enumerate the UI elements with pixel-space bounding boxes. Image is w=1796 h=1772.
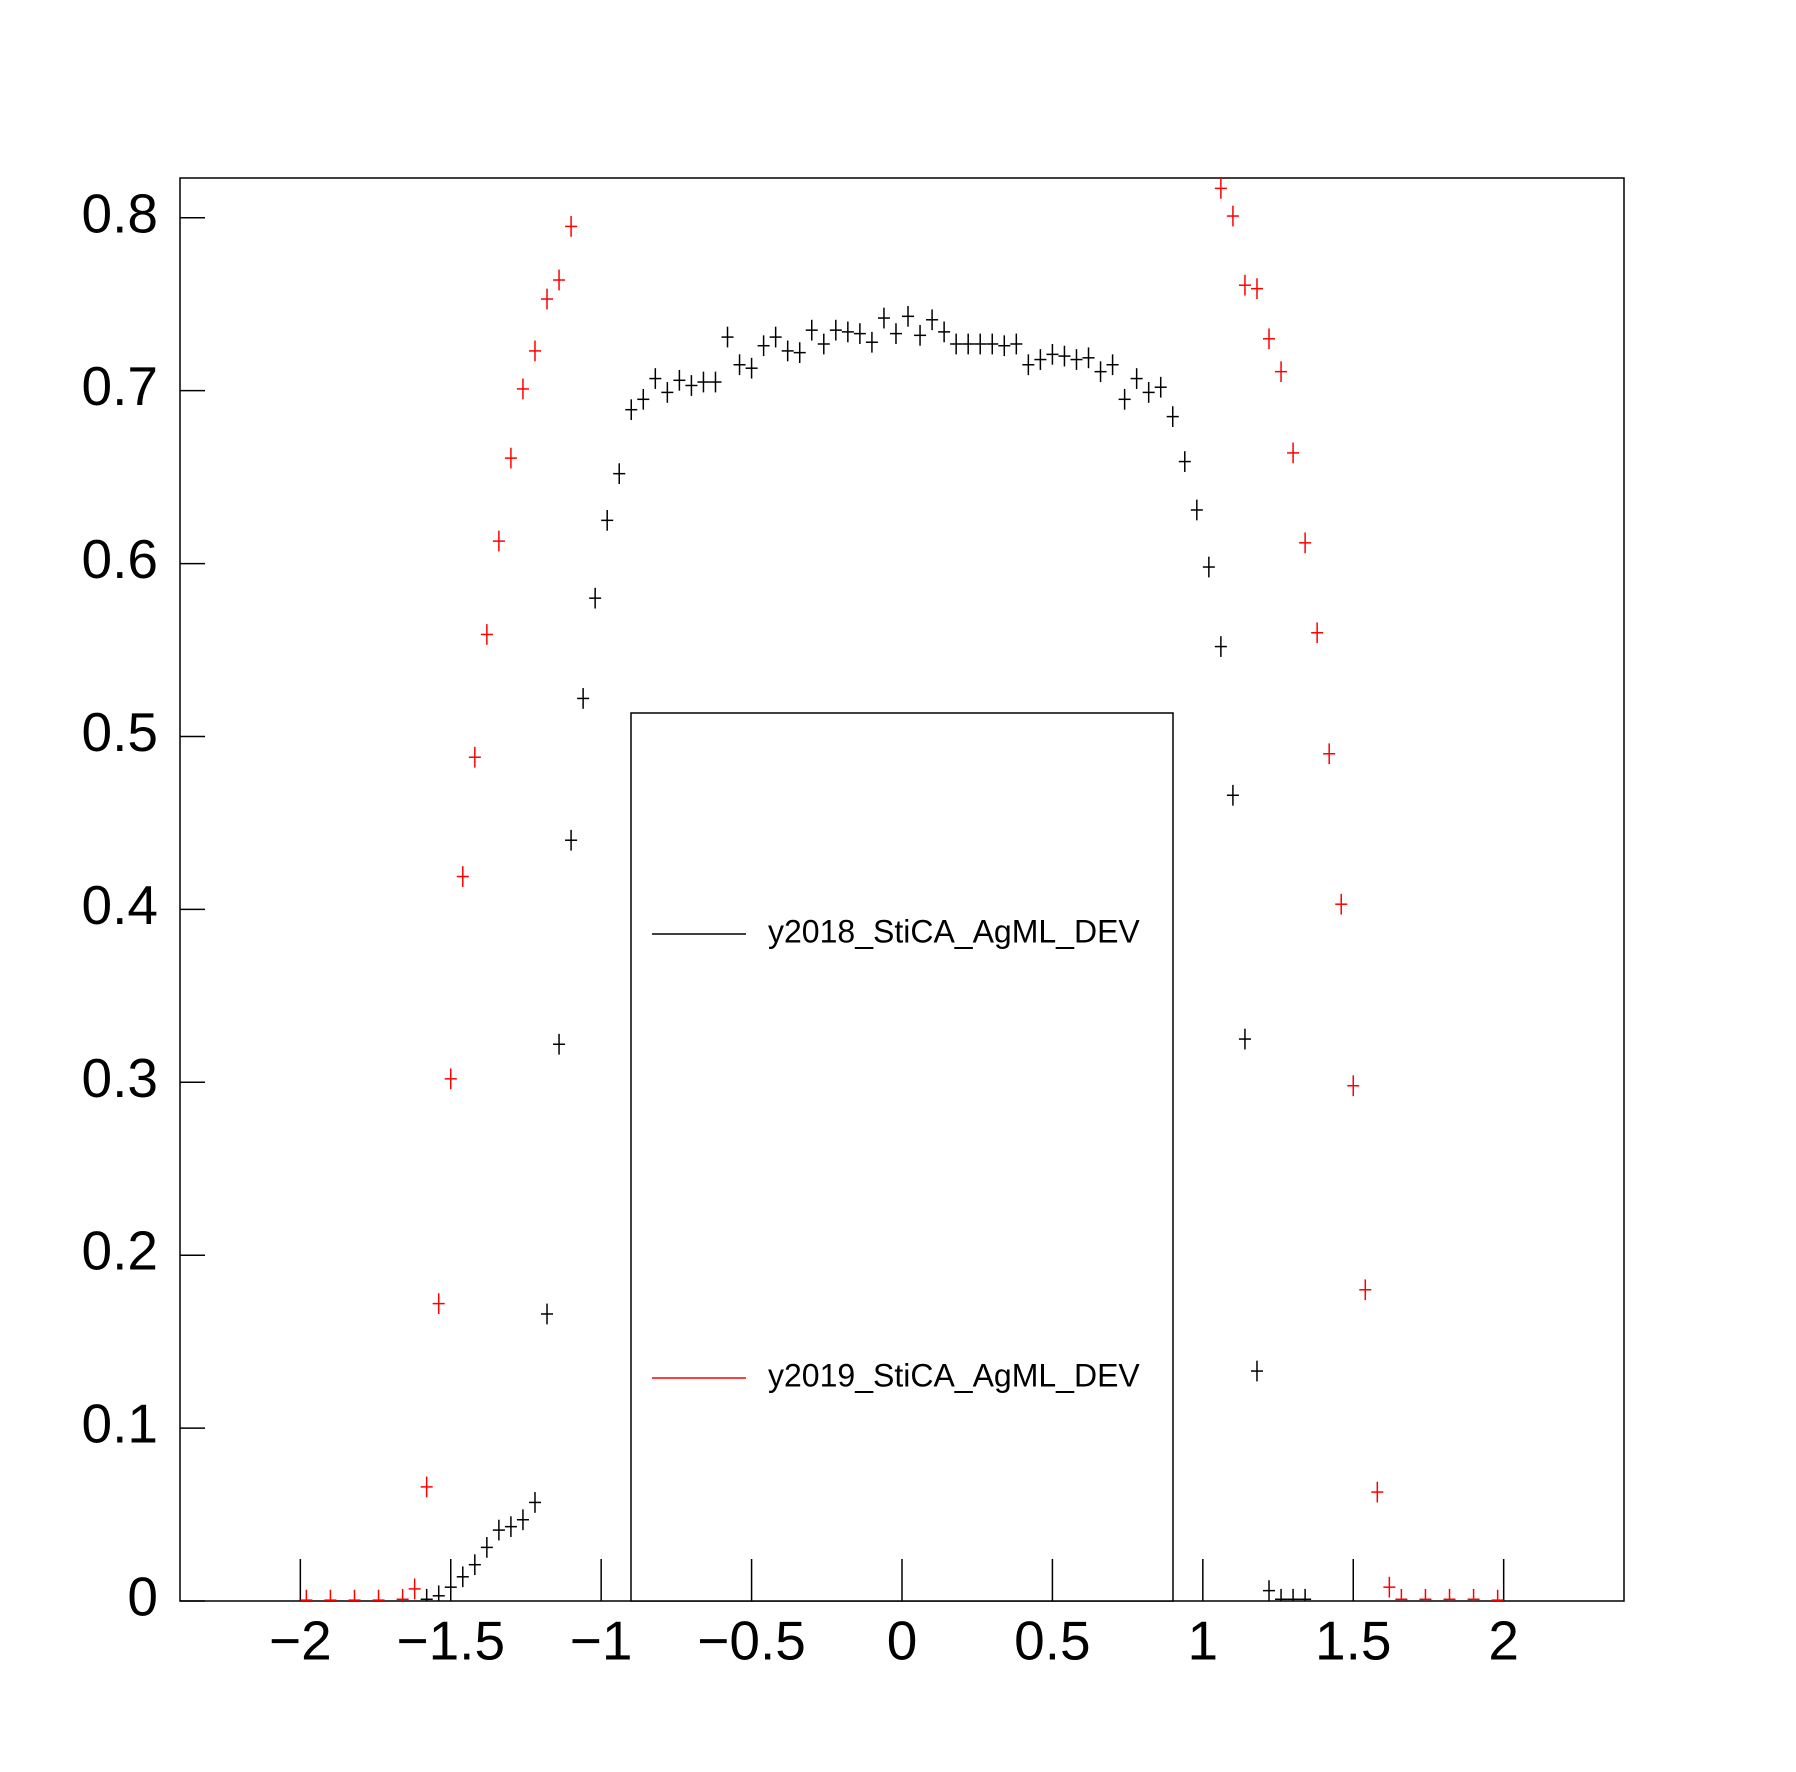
x-tick-label: 2 xyxy=(1488,1610,1519,1672)
y-tick-label: 0.8 xyxy=(82,182,158,244)
x-tick-label: 0.5 xyxy=(1014,1610,1090,1672)
y-tick-label: 0.6 xyxy=(82,528,158,590)
y-tick-label: 0.3 xyxy=(82,1047,158,1109)
y-tick-label: 0 xyxy=(127,1566,158,1628)
x-tick-label: 0 xyxy=(887,1610,918,1672)
y-tick-label: 0.7 xyxy=(82,355,158,417)
y-tick-label: 0.1 xyxy=(82,1393,158,1455)
legend-box xyxy=(630,712,1174,1602)
y-tick-label: 0.2 xyxy=(82,1220,158,1282)
x-tick-label: −2 xyxy=(269,1610,332,1672)
x-tick-label: −1.5 xyxy=(396,1610,505,1672)
x-tick-label: −1 xyxy=(570,1610,633,1672)
y-tick-label: 0.5 xyxy=(82,701,158,763)
x-tick-label: 1.5 xyxy=(1315,1610,1391,1672)
x-tick-label: −0.5 xyxy=(697,1610,806,1672)
legend-label: y2019_StiCA_AgML_DEV xyxy=(768,1357,1140,1393)
legend-label: y2018_StiCA_AgML_DEV xyxy=(768,913,1140,949)
y-tick-label: 0.4 xyxy=(82,874,158,936)
x-tick-label: 1 xyxy=(1188,1610,1219,1672)
